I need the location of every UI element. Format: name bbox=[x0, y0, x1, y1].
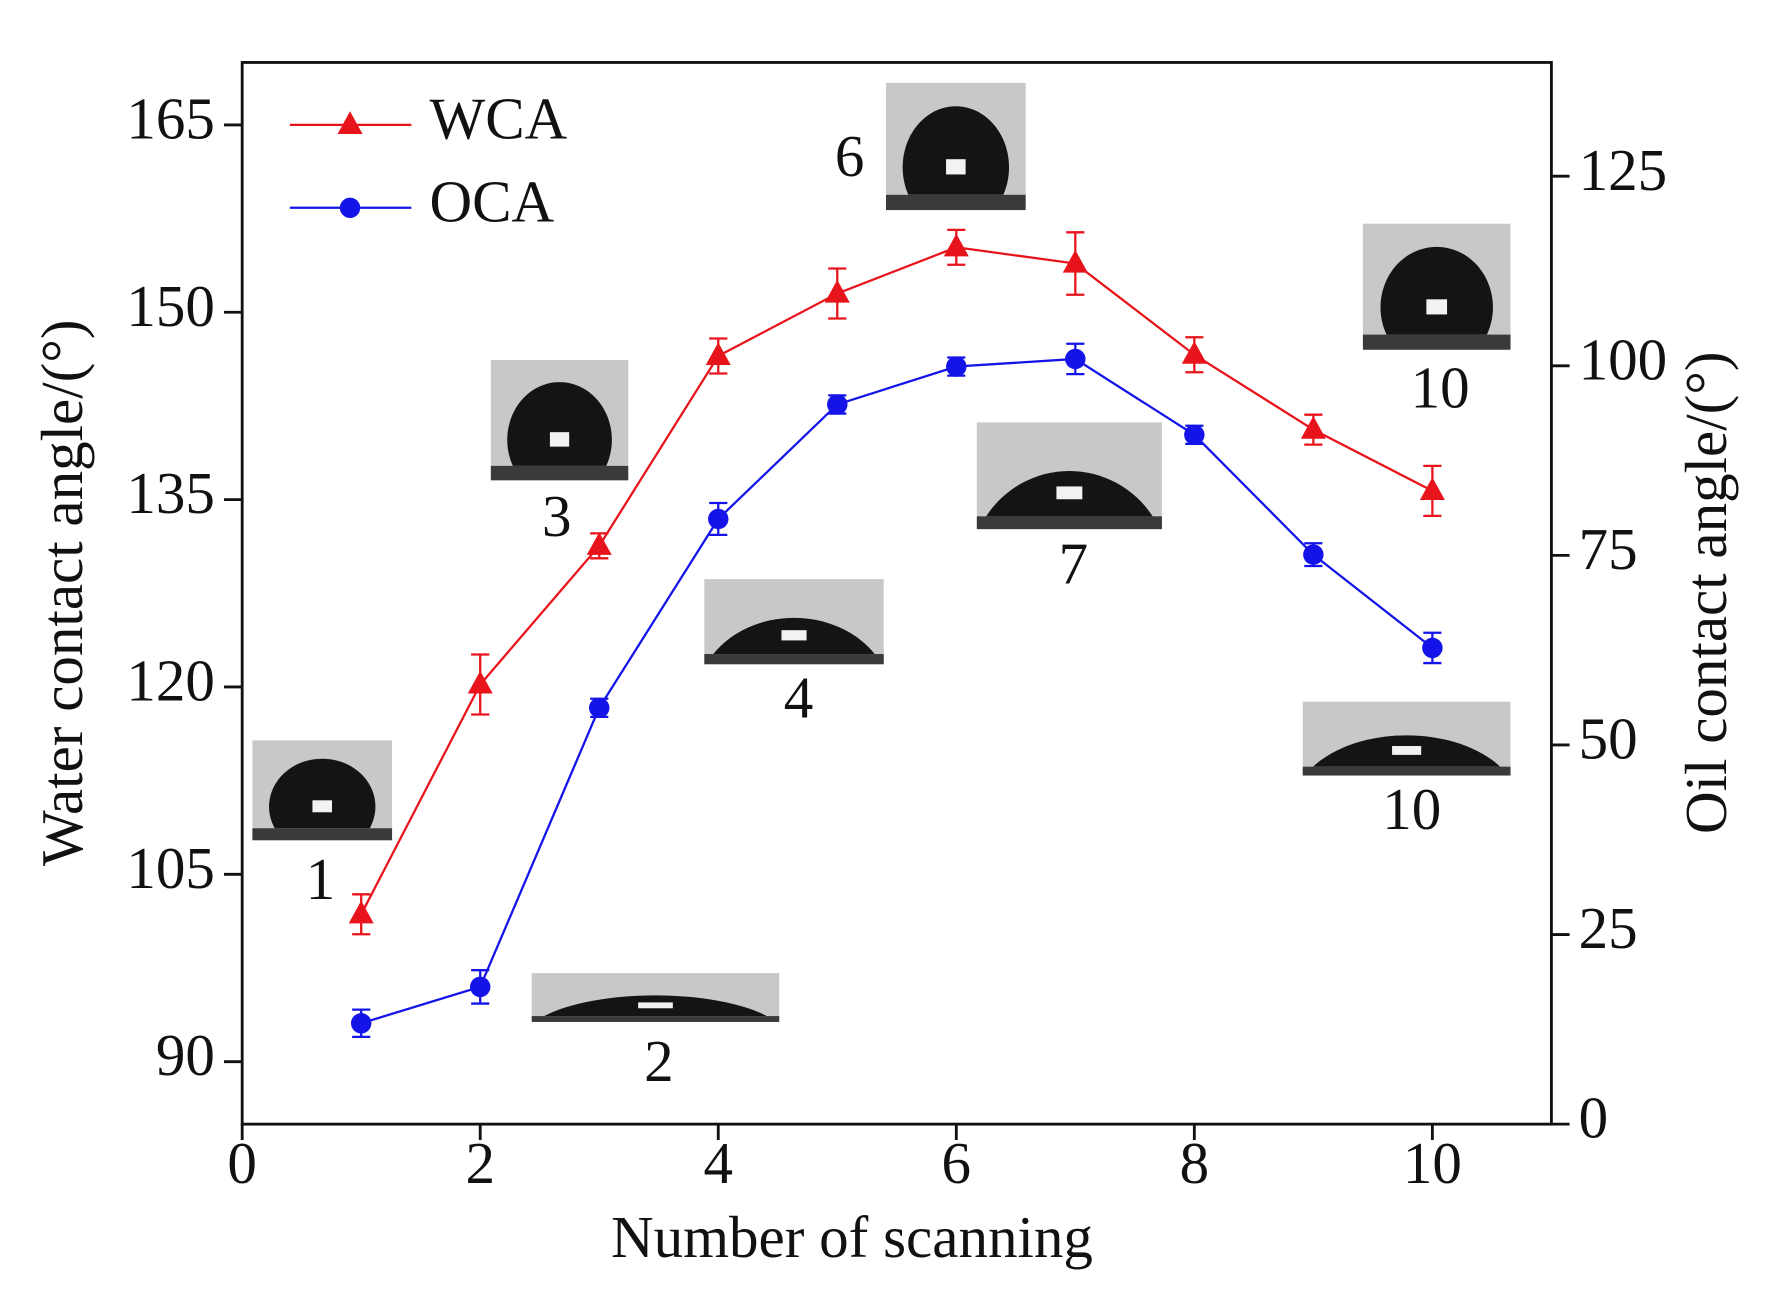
droplet-highlight bbox=[549, 432, 570, 447]
data-point bbox=[1419, 477, 1445, 500]
data-point bbox=[708, 508, 729, 530]
data-point bbox=[827, 394, 848, 415]
data-point bbox=[824, 279, 850, 303]
data-point bbox=[348, 900, 374, 924]
droplet-substrate bbox=[1362, 334, 1511, 350]
y-tick-label: 135 bbox=[126, 460, 215, 526]
legend-marker bbox=[337, 111, 363, 134]
data-point bbox=[586, 532, 612, 555]
y-tick-label: 165 bbox=[126, 85, 215, 151]
data-point bbox=[1184, 424, 1205, 446]
droplet-highlight bbox=[1426, 299, 1448, 315]
droplet-substrate bbox=[976, 516, 1162, 530]
x-axis-label: Number of scanning bbox=[611, 1204, 1093, 1270]
x-tick-label: 10 bbox=[1403, 1130, 1462, 1196]
droplet-substrate bbox=[252, 828, 393, 841]
x-tick-label: 6 bbox=[942, 1130, 972, 1196]
data-point bbox=[1300, 416, 1326, 439]
y-tick-label: 150 bbox=[126, 273, 215, 339]
annotation: 7 bbox=[1059, 531, 1089, 597]
data-point bbox=[705, 342, 731, 366]
data-point bbox=[943, 233, 969, 257]
droplet-highlight bbox=[638, 1002, 673, 1009]
data-point bbox=[946, 356, 967, 377]
series-line bbox=[360, 246, 1433, 915]
y2-tick-label: 25 bbox=[1579, 895, 1638, 961]
annotation: 6 bbox=[835, 123, 865, 189]
y2-tick-label: 50 bbox=[1579, 706, 1638, 772]
droplet-substrate bbox=[1302, 766, 1511, 776]
y-tick-label: 120 bbox=[126, 648, 215, 714]
droplet-highlight bbox=[312, 800, 333, 813]
data-point bbox=[1303, 544, 1324, 565]
droplet bbox=[269, 758, 376, 829]
droplet-highlight bbox=[781, 630, 807, 641]
data-point bbox=[1062, 249, 1088, 273]
data-point bbox=[469, 976, 491, 998]
y-tick-label: 90 bbox=[156, 1022, 215, 1088]
legend-label: WCA bbox=[430, 85, 568, 151]
plot-frame bbox=[240, 61, 1553, 1126]
droplet-substrate bbox=[886, 194, 1026, 211]
y2-tick-label: 125 bbox=[1579, 137, 1668, 203]
data-point bbox=[1065, 348, 1086, 370]
y-axis-label: Water contact angle/(°) bbox=[29, 319, 95, 866]
series-line bbox=[360, 357, 1434, 1025]
data-point bbox=[589, 697, 610, 719]
droplet-highlight bbox=[946, 159, 966, 175]
x-tick-label: 8 bbox=[1180, 1130, 1210, 1196]
droplet-substrate bbox=[490, 465, 629, 481]
droplet bbox=[902, 106, 1010, 195]
annotation: 10 bbox=[1382, 776, 1441, 842]
x-tick-label: 4 bbox=[703, 1130, 733, 1196]
y-tick-label: 105 bbox=[126, 835, 215, 901]
droplet-highlight bbox=[1392, 746, 1422, 755]
data-point bbox=[1181, 341, 1207, 364]
x-tick-label: 0 bbox=[227, 1130, 257, 1196]
y2-tick-label: 0 bbox=[1579, 1085, 1609, 1151]
y2-axis-label: Oil contact angle/(°) bbox=[1673, 351, 1739, 834]
droplet bbox=[1380, 246, 1493, 335]
annotation: 2 bbox=[644, 1028, 674, 1094]
annotation: 1 bbox=[306, 846, 336, 912]
data-point bbox=[467, 670, 493, 694]
annotation: 3 bbox=[542, 483, 572, 549]
annotation: 10 bbox=[1411, 355, 1470, 421]
data-point bbox=[350, 1013, 372, 1034]
y2-tick-label: 100 bbox=[1579, 326, 1668, 392]
legend-marker bbox=[339, 197, 361, 219]
x-tick-label: 2 bbox=[465, 1130, 495, 1196]
droplet-substrate bbox=[531, 1016, 780, 1022]
y2-tick-label: 75 bbox=[1579, 516, 1638, 582]
droplet-highlight bbox=[1056, 486, 1083, 500]
annotation: 4 bbox=[784, 665, 814, 731]
data-point bbox=[1422, 637, 1443, 659]
droplet-substrate bbox=[704, 654, 884, 665]
droplet bbox=[507, 382, 612, 466]
legend-label: OCA bbox=[430, 168, 555, 234]
